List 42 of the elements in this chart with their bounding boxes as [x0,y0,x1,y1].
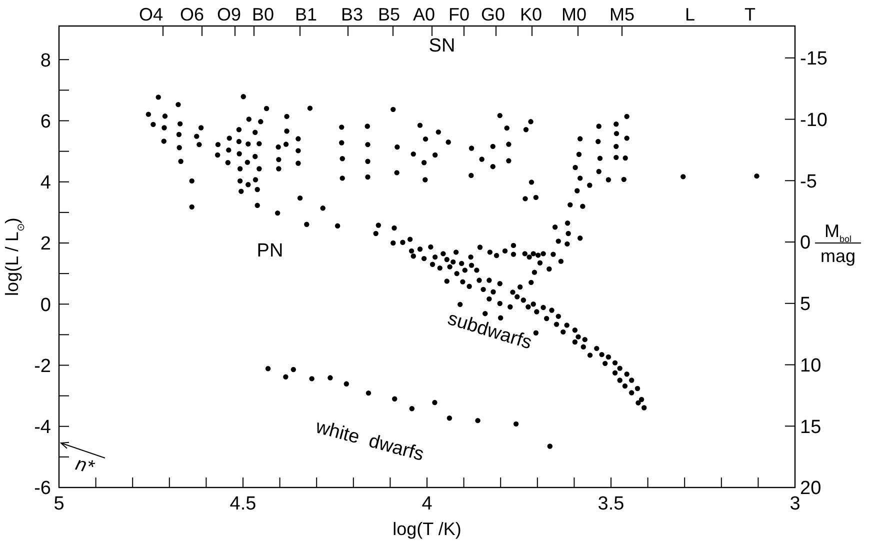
text: O4 [138,4,164,24]
text: K0 [520,4,542,24]
text: B1 [294,4,318,24]
y2-tick-label: -15 [800,48,828,70]
y2-tick-label: 10 [800,355,822,376]
text: A0 [412,4,436,24]
x-tick-label: 4.5 [230,494,256,514]
y2-tick-label: 5 [800,294,811,316]
annotation: SN [428,36,456,57]
text: B5 [378,4,400,24]
text: F0 [448,4,470,24]
text: L [684,4,696,24]
x-tick-label: 4 [422,494,433,514]
y-tick-label: 2 [40,234,51,255]
y2-axis-title: M$_{bol}$ mag [820,221,856,266]
annotation: PN [256,240,284,262]
y-tick-label: -2 [34,356,51,377]
y2-tick-label: -10 [800,110,828,131]
y-tick-label: -6 [34,478,51,500]
annotation: white dwarfs [312,416,426,466]
y2-tick-label: 15 [800,416,822,438]
text: O9 [216,4,242,24]
y-tick-label: 4 [40,172,52,194]
y-tick-label: 6 [40,111,51,132]
text: O6 [180,4,204,24]
x-tick-label: 5 [54,494,64,514]
text: M0 [561,4,587,24]
x-tick-label: 3.5 [598,494,624,514]
y-tick-label: 8 [40,50,51,72]
x-axis-title: log(T /K) [392,519,462,539]
y-tick-label: 0 [40,294,51,316]
text: T [744,4,756,24]
text: G0 [480,4,506,24]
annotation: n* [73,454,97,479]
text: B3 [340,4,364,24]
y2-tick-label: 0 [800,232,811,254]
y2-tick-label: -5 [800,171,817,192]
text: M5 [609,4,635,24]
y2-tick-label: 20 [800,478,822,500]
x-tick-label: 3 [790,494,800,514]
y-tick-label: -4 [34,417,52,438]
text: B0 [252,4,274,24]
